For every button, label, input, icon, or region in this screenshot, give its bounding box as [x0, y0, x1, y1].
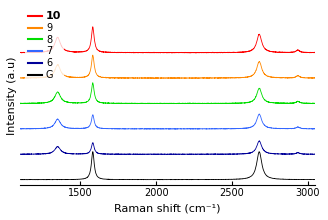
- Legend: 10, 9, 8, 7, 6, G: 10, 9, 8, 7, 6, G: [25, 8, 64, 83]
- X-axis label: Raman shift (cm⁻¹): Raman shift (cm⁻¹): [114, 203, 221, 213]
- Y-axis label: Intensity (a.u): Intensity (a.u): [7, 57, 17, 135]
